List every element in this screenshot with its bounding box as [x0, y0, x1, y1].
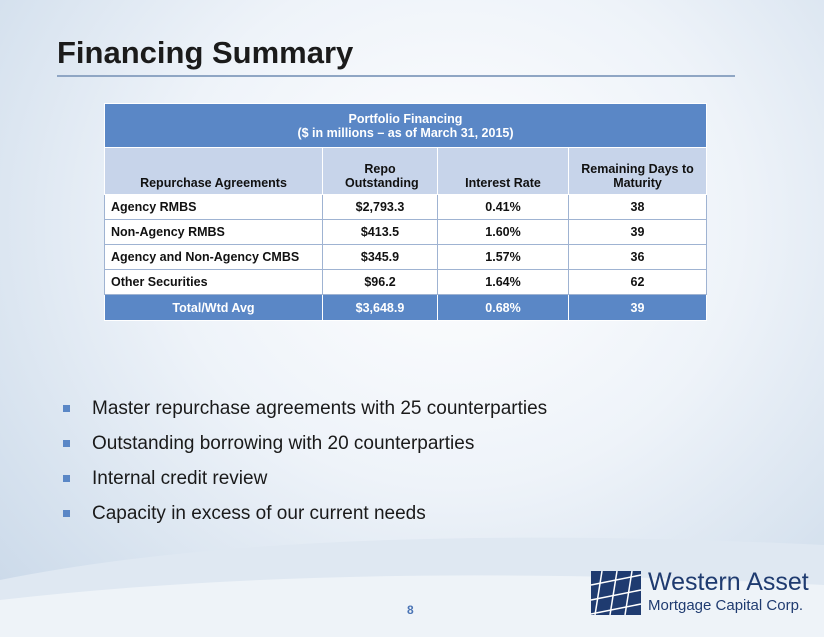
table-caption: Portfolio Financing ($ in millions – as o… [104, 103, 707, 148]
table-cell: $345.9 [322, 244, 438, 270]
table-cell: 1.60% [437, 219, 569, 245]
table-cell: Agency RMBS [104, 194, 323, 220]
table-cell: 1.57% [437, 244, 569, 270]
bullet: Capacity in excess of our current needs [63, 503, 547, 538]
title-rule [57, 75, 735, 77]
bullet-list: Master repurchase agreements with 25 cou… [63, 398, 547, 538]
bullet: Outstanding borrowing with 20 counterpar… [63, 433, 547, 468]
table-row: Other Securities $96.2 1.64% 62 [104, 269, 707, 295]
table-cell: 39 [568, 219, 707, 245]
logo-mark [590, 570, 642, 616]
caption-line: Portfolio Financing [348, 111, 463, 126]
table-cell: $413.5 [322, 219, 438, 245]
bullet: Master repurchase agreements with 25 cou… [63, 398, 547, 433]
title: Financing Summary [57, 35, 354, 70]
table-row: Agency and Non-Agency CMBS $345.9 1.57% 36 [104, 244, 707, 270]
column-header: Interest Rate [437, 147, 569, 195]
table-cell: $96.2 [322, 269, 438, 295]
total-row: Total/Wtd Avg $3,648.9 0.68% 39 [104, 294, 707, 321]
table-cell: $2,793.3 [322, 194, 438, 220]
table-cell: 62 [568, 269, 707, 295]
table-cell: 0.41% [437, 194, 569, 220]
caption-line: ($ in millions – as of March 31, 2015) [297, 125, 514, 140]
table-cell: Non-Agency RMBS [104, 219, 323, 245]
logo-name: Western Asset [648, 568, 809, 596]
total-cell: $3,648.9 [322, 294, 438, 321]
logo-tagline: Mortgage Capital Corp. [648, 597, 804, 614]
total-cell: Total/Wtd Avg [104, 294, 323, 321]
financing-table: Portfolio Financing ($ in millions – as o… [104, 103, 707, 321]
column-header: Repurchase Agreements [104, 147, 323, 195]
table-cell: Other Securities [104, 269, 323, 295]
table-cell: 36 [568, 244, 707, 270]
column-header: Repo Outstanding [322, 147, 438, 195]
column-header: Remaining Days to Maturity [568, 147, 707, 195]
table-row: Non-Agency RMBS $413.5 1.60% 39 [104, 219, 707, 245]
bullet: Internal credit review [63, 468, 547, 503]
table-row: Agency RMBS $2,793.3 0.41% 38 [104, 194, 707, 220]
total-cell: 39 [568, 294, 707, 321]
table-cell: Agency and Non-Agency CMBS [104, 244, 323, 270]
table-cell: 38 [568, 194, 707, 220]
page-number: 8 [407, 603, 414, 617]
table-cell: 1.64% [437, 269, 569, 295]
total-cell: 0.68% [437, 294, 569, 321]
